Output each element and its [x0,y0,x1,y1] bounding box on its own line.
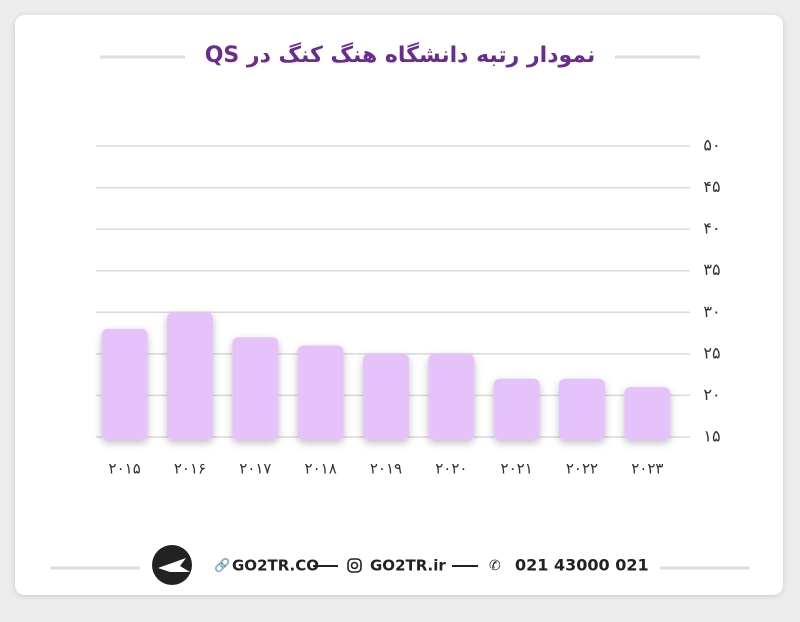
bar [101,328,148,440]
instagram-icon [347,558,362,573]
x-tick-label: ۲۰۲۰ [435,460,467,478]
instagram: GO2TR.ir [370,557,446,575]
bar [297,345,344,440]
x-tick-label: ۲۰۲۲ [566,460,598,478]
x-tick-label: ۲۰۱۸ [305,460,337,478]
y-tick-label: ۲۰ [703,385,720,404]
x-tick-label: ۲۰۲۱ [501,460,533,478]
bar [232,337,279,440]
x-tick-label: ۲۰۲۳ [631,460,663,478]
x-tick-label: ۲۰۱۹ [370,460,402,478]
bar [363,353,409,440]
y-tick-label: ۳۰ [703,302,720,321]
card [15,15,783,595]
y-tick-label: ۳۵ [703,260,720,279]
link-icon: 🔗 [214,557,230,574]
bar [167,312,213,440]
y-tick-label: ۱۵ [703,427,720,446]
bar [428,353,475,440]
phone-icon: ✆ [489,558,501,574]
x-tick-label: ۲۰۱۵ [109,460,141,478]
y-tick-label: ۴۵ [703,177,720,196]
y-tick-label: ۵۰ [703,136,720,155]
x-tick-label: ۲۰۱۶ [174,460,206,478]
instagram-icon [350,561,359,570]
plot: ۱۵ ۲۰ ۲۵ ۳۰ ۳۵ ۴۰ ۴۵ ۵۰ ۲۰۱۵ ۲۰۱۶ ۲۰۱۷ ۲۰۱۸ ۲۰۱۹ ۲۰۲۰… [96,136,721,478]
website: GO2TR.CO [232,557,319,575]
phone: 021 43000 021 [515,556,649,575]
y-tick-label: ۴۰ [703,219,720,238]
chart-title: نمودار رتبه دانشگاه هنگ کنگ در QS [205,41,596,68]
bar [559,378,605,440]
bar [493,378,540,440]
x-tick-label: ۲۰۱۷ [239,460,271,478]
y-tick-label: ۲۵ [703,343,720,362]
bar [624,387,671,440]
logo-plane [158,558,190,572]
